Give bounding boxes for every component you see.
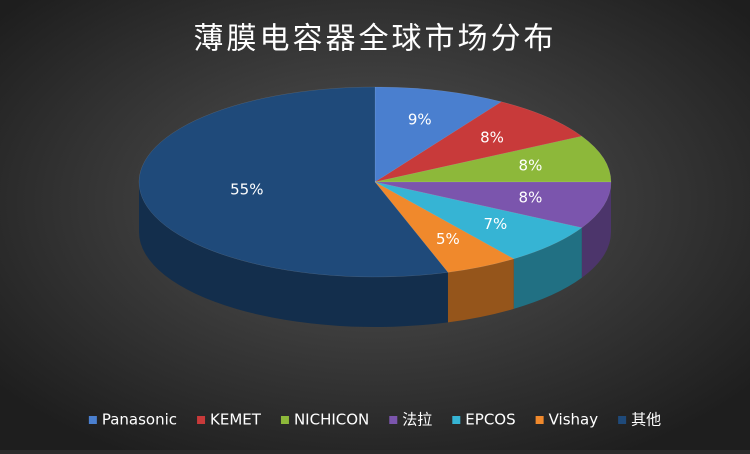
legend-label: 法拉: [402, 411, 432, 429]
slice: [374, 181, 583, 260]
legend-label: KEMET: [210, 411, 262, 429]
legend-swatch: [452, 416, 461, 424]
slice: [374, 135, 612, 183]
slice: [374, 101, 583, 183]
legend-label: Vishay: [549, 411, 599, 429]
chart-title: 薄膜电容器全球市场分布: [194, 22, 557, 57]
legend-label: EPCOS: [465, 411, 515, 429]
legend-label: 其他: [631, 411, 661, 429]
legend-swatch: [88, 416, 97, 424]
slice: [138, 86, 449, 278]
slice: [374, 181, 612, 229]
legend: Panasonic KEMET NICHICON 法拉 EPCOS Vishay 其他: [88, 411, 661, 429]
slice: [374, 86, 503, 183]
data-label: 9%: [408, 110, 432, 128]
data-label: 55%: [230, 181, 263, 199]
legend-swatch: [197, 416, 206, 424]
data-label: 7%: [483, 215, 507, 233]
slice-side: [447, 258, 514, 323]
slice-side: [513, 227, 582, 309]
slice-side: [139, 182, 448, 328]
slice-side: [581, 182, 611, 278]
legend-swatch: [535, 416, 544, 424]
data-label: 8%: [519, 189, 543, 207]
legend-swatch: [389, 416, 398, 424]
legend-label: Panasonic: [102, 411, 177, 429]
legend-swatch: [280, 416, 289, 424]
data-label: 8%: [480, 128, 504, 146]
data-label: 8%: [519, 156, 543, 174]
data-label: 5%: [436, 230, 460, 248]
legend-label: NICHICON: [294, 411, 369, 429]
slice: [374, 181, 515, 273]
legend-swatch: [618, 416, 627, 424]
